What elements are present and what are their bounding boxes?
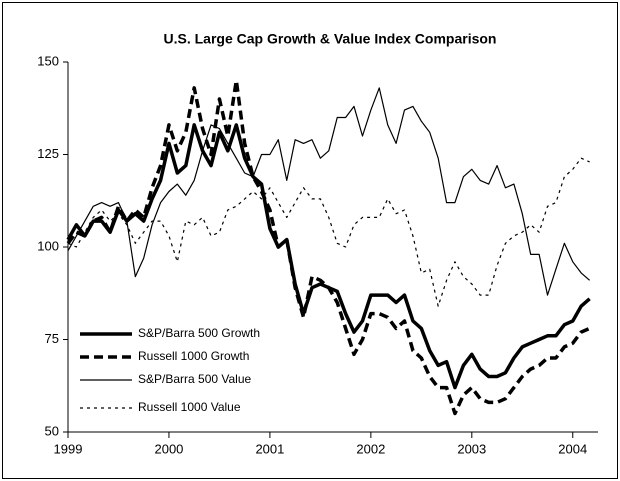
series-line xyxy=(66,78,591,416)
x-tick-label: 1999 xyxy=(54,441,83,456)
legend-label: Russell 1000 Growth xyxy=(138,349,249,363)
series-line xyxy=(67,87,591,296)
series-line xyxy=(67,157,590,307)
chart-title: U.S. Large Cap Growth & Value Index Comp… xyxy=(164,31,497,47)
y-tick-label: 125 xyxy=(37,146,59,161)
y-tick-label: 50 xyxy=(45,423,59,438)
y-tick-label: 100 xyxy=(37,238,59,253)
x-tick-label: 2004 xyxy=(558,441,587,456)
legend-label: Russell 1000 Value xyxy=(138,400,241,414)
legend-label: S&P/Barra 500 Value xyxy=(138,372,252,386)
x-tick-label: 2000 xyxy=(154,441,183,456)
x-tick-label: 2001 xyxy=(255,441,284,456)
x-tick-label: 2003 xyxy=(457,441,486,456)
legend-label: S&P/Barra 500 Growth xyxy=(138,326,260,340)
y-tick-label: 75 xyxy=(45,331,59,346)
y-tick-label: 150 xyxy=(37,53,59,68)
x-tick-label: 2002 xyxy=(356,441,385,456)
